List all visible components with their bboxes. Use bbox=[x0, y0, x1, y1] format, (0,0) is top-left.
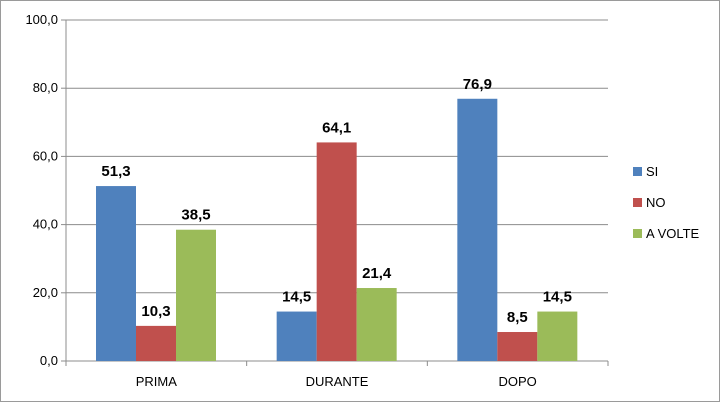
legend-label: A VOLTE bbox=[646, 226, 700, 241]
legend-swatch bbox=[633, 229, 642, 238]
data-label: 8,5 bbox=[507, 309, 528, 326]
y-tick-label: 20,0 bbox=[33, 285, 58, 300]
legend-swatch bbox=[633, 198, 642, 207]
bar bbox=[457, 98, 498, 362]
bar bbox=[537, 311, 578, 361]
bar bbox=[497, 332, 538, 361]
data-label: 10,3 bbox=[141, 303, 170, 320]
y-tick-label: 40,0 bbox=[33, 217, 58, 232]
x-tick-label: DOPO bbox=[499, 374, 537, 389]
legend-swatch bbox=[633, 167, 642, 176]
bar bbox=[96, 186, 136, 361]
x-tick-label: PRIMA bbox=[136, 374, 178, 389]
x-tick-label: DURANTE bbox=[306, 374, 369, 389]
data-label: 14,5 bbox=[543, 289, 572, 306]
y-tick-label: 80,0 bbox=[33, 80, 58, 95]
data-label: 51,3 bbox=[101, 163, 130, 180]
bar bbox=[356, 288, 397, 361]
data-label: 76,9 bbox=[463, 76, 492, 93]
data-label: 21,4 bbox=[362, 265, 392, 282]
data-label: 64,1 bbox=[322, 119, 351, 136]
data-label: 38,5 bbox=[181, 207, 210, 224]
y-tick-label: 0,0 bbox=[40, 353, 58, 368]
y-tick-label: 100,0 bbox=[25, 12, 58, 27]
legend-label: SI bbox=[646, 164, 658, 179]
legend-label: NO bbox=[646, 195, 666, 210]
bar bbox=[176, 229, 216, 361]
bar bbox=[276, 311, 317, 361]
bar bbox=[136, 325, 176, 361]
data-label: 14,5 bbox=[282, 289, 311, 306]
y-tick-label: 60,0 bbox=[33, 148, 58, 163]
bar bbox=[316, 142, 357, 361]
